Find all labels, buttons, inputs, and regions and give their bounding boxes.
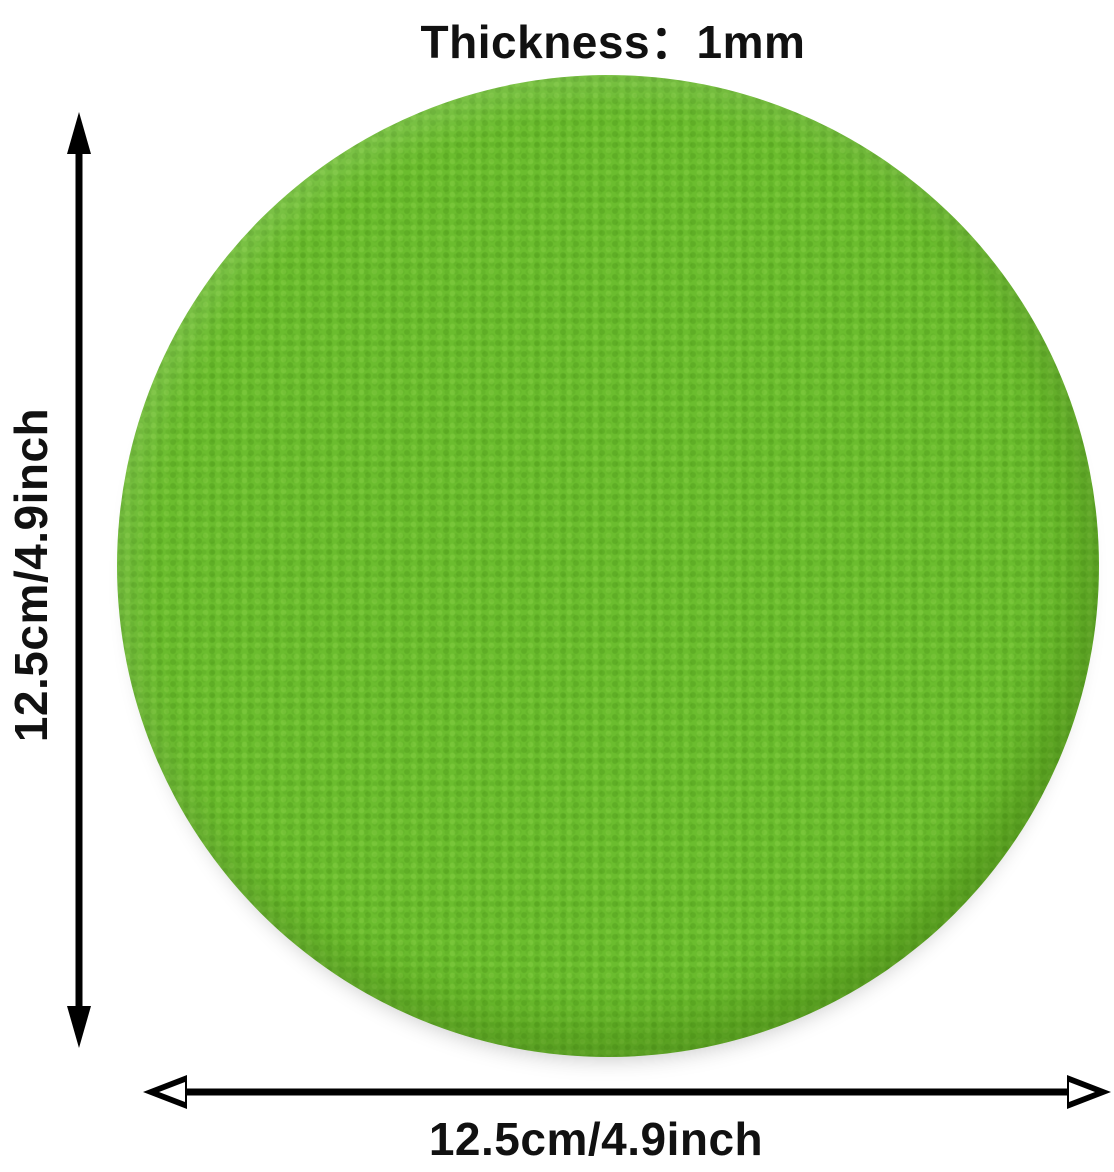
- arrowhead-up-icon: [67, 112, 91, 154]
- horizontal-dimension-arrow: [143, 1075, 1111, 1109]
- horizontal-dimension-label: 12.5cm/4.9inch: [428, 1113, 764, 1165]
- vertical-dimension-label: 12.5cm/4.9inch: [5, 407, 57, 743]
- arrowhead-left-notch: [159, 1082, 185, 1102]
- arrowhead-right-notch: [1069, 1082, 1095, 1102]
- arrowhead-down-icon: [67, 1006, 91, 1048]
- green-disc: [117, 75, 1099, 1057]
- vertical-dimension-arrow: [67, 112, 91, 1048]
- thickness-label: Thickness：1mm: [420, 16, 806, 68]
